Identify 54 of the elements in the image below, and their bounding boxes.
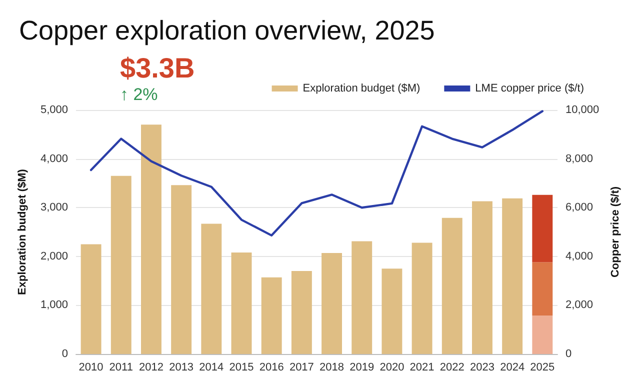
y2-tick-label: 4,000: [565, 250, 593, 262]
bar: [140, 124, 162, 354]
x-tick-label: 2018: [320, 362, 344, 374]
bar: [80, 244, 102, 354]
x-tick-label: 2020: [380, 362, 404, 374]
x-tick-label: 2017: [289, 362, 314, 374]
y2-tick-label: 10,000: [565, 104, 600, 116]
bar: [231, 252, 252, 354]
x-tick-label: 2024: [500, 362, 525, 374]
y2-tick-label: 2,000: [565, 299, 593, 312]
line-series: [90, 110, 544, 237]
x-tick-label: 2019: [350, 362, 374, 374]
text: ↑ 2%: [120, 85, 158, 104]
bar: [352, 241, 372, 354]
x-tick-label: 2010: [78, 362, 104, 374]
y-tick-label: 3,000: [40, 202, 68, 214]
bar: [502, 198, 523, 354]
x-tick-label: 2013: [169, 362, 194, 374]
y2-tick-label: 8,000: [565, 152, 593, 165]
y2-axis-title: Copper price ($/t): [610, 186, 622, 278]
chart-title: Copper exploration overview, 2025: [19, 16, 435, 46]
bar: [382, 268, 402, 354]
bar: [532, 315, 553, 354]
x-tick-label: 2014: [199, 362, 224, 374]
x-tick-label: 2012: [138, 362, 164, 374]
bar: [442, 218, 462, 354]
y-axis-title: Exploration budget ($M): [16, 168, 28, 295]
legend-label: LME copper price ($/t): [475, 82, 584, 94]
x-tick-label: 2025: [530, 362, 555, 374]
y-tick-label: 5,000: [40, 104, 68, 116]
y-tick-label: 0: [62, 348, 68, 360]
y-tick-label: 2,000: [40, 250, 68, 262]
bar: [412, 242, 432, 354]
text: $3.3B: [120, 52, 195, 84]
y-tick-label: 1,000: [40, 299, 68, 312]
y-tick-label: 4,000: [40, 152, 68, 165]
bar: [322, 252, 342, 354]
bar: [261, 277, 282, 354]
bar: [171, 185, 192, 354]
x-tick-label: 2021: [410, 362, 434, 374]
legend-label: Exploration budget ($M): [302, 82, 420, 94]
bar: [472, 201, 492, 354]
x-tick-label: 2022: [440, 362, 464, 374]
x-tick-label: 2011: [109, 362, 133, 374]
bar: [532, 262, 553, 316]
x-tick-label: 2016: [259, 362, 284, 374]
x-tick-label: 2023: [470, 362, 494, 374]
bar: [532, 194, 553, 262]
x-tick-label: 2015: [229, 362, 254, 374]
bar: [201, 224, 222, 354]
y2-tick-label: 0: [565, 348, 572, 360]
bar: [110, 176, 132, 354]
y2-tick-label: 6,000: [565, 202, 593, 214]
bar: [291, 271, 312, 354]
